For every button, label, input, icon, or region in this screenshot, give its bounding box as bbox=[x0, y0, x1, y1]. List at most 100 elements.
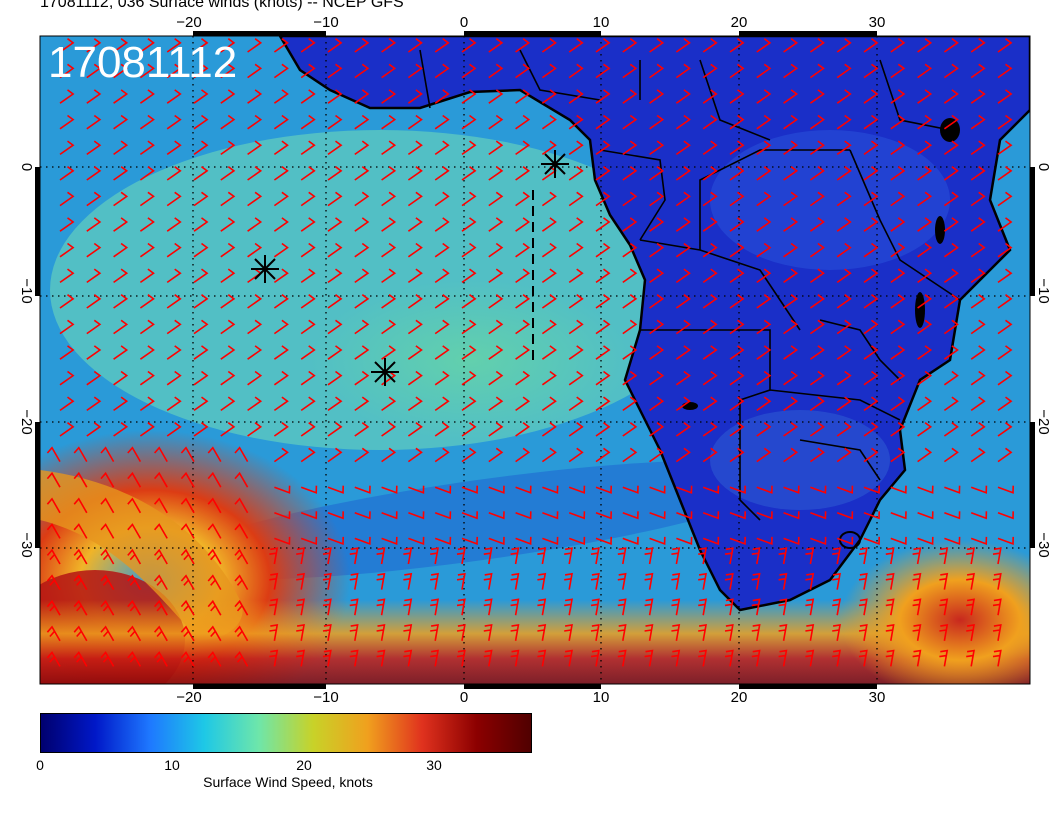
wind-barb bbox=[702, 217, 718, 232]
wind-barb bbox=[858, 624, 868, 641]
wind-barb bbox=[153, 548, 168, 565]
wind-barb bbox=[461, 370, 477, 386]
trade-wind-core bbox=[310, 280, 630, 440]
wind-barb bbox=[234, 471, 249, 488]
wind-barb bbox=[564, 547, 573, 565]
wind-barb bbox=[649, 319, 665, 335]
wind-barb bbox=[966, 649, 975, 667]
wind-barb bbox=[595, 38, 611, 53]
wind-barb bbox=[568, 396, 584, 412]
wind-barb bbox=[376, 572, 386, 590]
wind-barb bbox=[863, 140, 879, 156]
wind-barb bbox=[430, 547, 439, 565]
wind-barb bbox=[113, 114, 129, 130]
wind-barb bbox=[434, 447, 450, 463]
wind-barb bbox=[675, 422, 691, 437]
wind-barb bbox=[510, 598, 520, 616]
wind-barb bbox=[300, 511, 318, 520]
wind-barb bbox=[541, 396, 557, 412]
wind-barb bbox=[273, 447, 289, 463]
wind-barb bbox=[381, 268, 397, 284]
wind-barb bbox=[327, 370, 343, 386]
wind-barb bbox=[970, 447, 986, 463]
wind-barb bbox=[407, 89, 423, 104]
wind-barb bbox=[890, 268, 906, 284]
wind-barb bbox=[917, 166, 933, 181]
wind-barb bbox=[568, 294, 584, 309]
wind-barb bbox=[354, 447, 370, 463]
wind-barb bbox=[220, 422, 236, 437]
wind-barb bbox=[403, 649, 413, 667]
colorbar-tick-label: 0 bbox=[36, 757, 44, 773]
wind-barb bbox=[537, 572, 547, 590]
wind-barb bbox=[649, 268, 665, 284]
wind-barb bbox=[836, 511, 854, 520]
wind-barb bbox=[890, 114, 906, 130]
wind-barb bbox=[890, 319, 906, 335]
lat-tick-label: 0 bbox=[18, 163, 35, 171]
wind-barb bbox=[751, 624, 761, 641]
wind-barb bbox=[300, 166, 316, 181]
wind-barb bbox=[510, 649, 520, 667]
wind-barb bbox=[943, 89, 959, 104]
wind-barb bbox=[207, 651, 222, 667]
lat-labels-right: 0 −10 −20 −30 bbox=[1035, 163, 1052, 558]
wind-barb bbox=[300, 140, 316, 156]
wind-barb bbox=[729, 345, 745, 360]
wind-barb bbox=[805, 649, 815, 667]
wind-barb bbox=[139, 319, 155, 335]
wind-barb bbox=[836, 268, 852, 284]
wind-barb bbox=[756, 191, 772, 207]
wind-barb bbox=[166, 140, 182, 156]
wind-barb bbox=[939, 598, 949, 616]
wind-barb bbox=[890, 217, 906, 232]
wind-barb bbox=[863, 536, 880, 546]
wind-barb bbox=[997, 89, 1013, 104]
wind-barb bbox=[434, 217, 450, 232]
wind-barb bbox=[595, 191, 611, 207]
wind-barb bbox=[300, 485, 318, 494]
wind-barb bbox=[220, 38, 236, 53]
wind-barb bbox=[73, 497, 88, 514]
wind-barb bbox=[127, 599, 142, 616]
wind-barb bbox=[376, 547, 386, 565]
wind-barb bbox=[59, 140, 75, 156]
wind-barb bbox=[943, 63, 959, 79]
wind-barb bbox=[564, 572, 573, 590]
wind-barb bbox=[207, 471, 222, 488]
wind-barb bbox=[783, 345, 799, 360]
wind-barb bbox=[809, 63, 825, 79]
wind-barb bbox=[622, 38, 638, 53]
wind-barb bbox=[568, 485, 586, 494]
wind-barb bbox=[86, 268, 102, 284]
wind-barb bbox=[327, 38, 343, 53]
wind-barb bbox=[456, 572, 466, 590]
wind-barb bbox=[46, 497, 61, 514]
wind-barb bbox=[970, 191, 986, 207]
wind-barb bbox=[434, 511, 452, 520]
wind-barb bbox=[966, 547, 975, 565]
wind-barb bbox=[836, 345, 852, 360]
wind-barb bbox=[349, 547, 359, 565]
wind-barb bbox=[247, 217, 263, 232]
wind-barb bbox=[676, 511, 693, 520]
wind-barb bbox=[407, 268, 423, 284]
wind-barb bbox=[863, 396, 879, 412]
wind-barb bbox=[354, 396, 370, 412]
wind-barb bbox=[300, 396, 316, 412]
wind-barb bbox=[537, 547, 547, 565]
wind-barb bbox=[756, 485, 773, 494]
wind-barb bbox=[139, 63, 155, 79]
wind-barb bbox=[113, 370, 129, 386]
wind-barb bbox=[595, 294, 611, 309]
wind-barb bbox=[434, 114, 450, 130]
wind-barb bbox=[73, 625, 88, 642]
wind-barb bbox=[515, 294, 531, 309]
wind-barb bbox=[139, 114, 155, 130]
wind-barb bbox=[970, 242, 986, 258]
wind-barb bbox=[354, 38, 370, 53]
wind-barb bbox=[180, 471, 195, 488]
wind-barb bbox=[153, 497, 168, 514]
wind-barb bbox=[729, 370, 745, 386]
